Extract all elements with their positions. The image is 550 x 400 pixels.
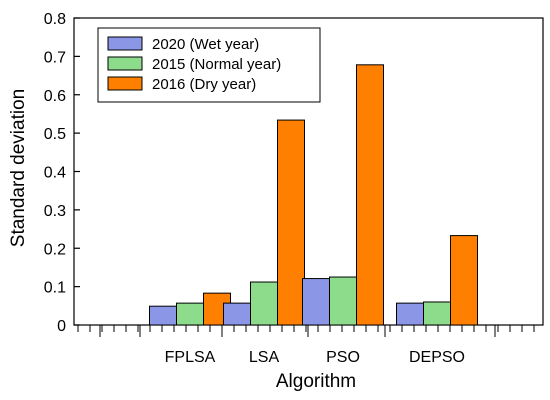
y-tick-label: 0.3 — [44, 203, 66, 220]
x-axis-title: Algorithm — [276, 371, 356, 392]
bar-fplsa-series-2 — [176, 302, 204, 326]
y-tick-label: 0.7 — [44, 49, 66, 66]
legend-label: 2016 (Dry year) — [152, 76, 256, 93]
legend-label: 2015 (Normal year) — [152, 56, 281, 73]
bar-lsa-series-2 — [250, 281, 278, 326]
x-axis: FPLSA LSA PSO DEPSO — [77, 325, 535, 366]
legend: 2020 (Wet year) 2015 (Normal year) 2016 (D… — [97, 27, 321, 103]
y-axis: 0 0.1 0.2 0.3 0.4 0.5 0.6 0.7 0.8 — [44, 11, 80, 335]
bar-pso-series-3 — [356, 64, 384, 326]
legend-swatch — [107, 36, 143, 51]
y-tick-label: 0.5 — [44, 126, 66, 143]
legend-swatch — [107, 76, 143, 91]
bar-depso-series-3 — [450, 235, 478, 326]
y-tick-label: 0.4 — [44, 165, 66, 182]
x-category-label: PSO — [326, 349, 360, 366]
bar-fplsa-series-1 — [149, 305, 177, 326]
x-category-label: DEPSO — [409, 349, 465, 366]
y-tick-label: 0.2 — [44, 241, 66, 258]
legend-label: 2020 (Wet year) — [152, 36, 259, 53]
legend-swatch — [107, 56, 143, 71]
y-tick-label: 0.6 — [44, 88, 66, 105]
bar-lsa-series-1 — [223, 302, 251, 326]
bars-group — [149, 64, 478, 326]
x-category-label: LSA — [249, 349, 280, 366]
bar-depso-series-2 — [423, 301, 451, 326]
bar-lsa-series-3 — [277, 119, 305, 326]
x-category-label: FPLSA — [165, 349, 216, 366]
y-axis-title: Standard deviation — [8, 89, 29, 247]
y-tick-label: 0.8 — [44, 11, 66, 28]
bar-pso-series-2 — [329, 276, 357, 326]
y-tick-label: 0 — [57, 318, 66, 335]
bar-pso-series-1 — [302, 278, 330, 326]
y-tick-label: 0.1 — [44, 280, 66, 297]
bar-depso-series-1 — [396, 302, 424, 326]
